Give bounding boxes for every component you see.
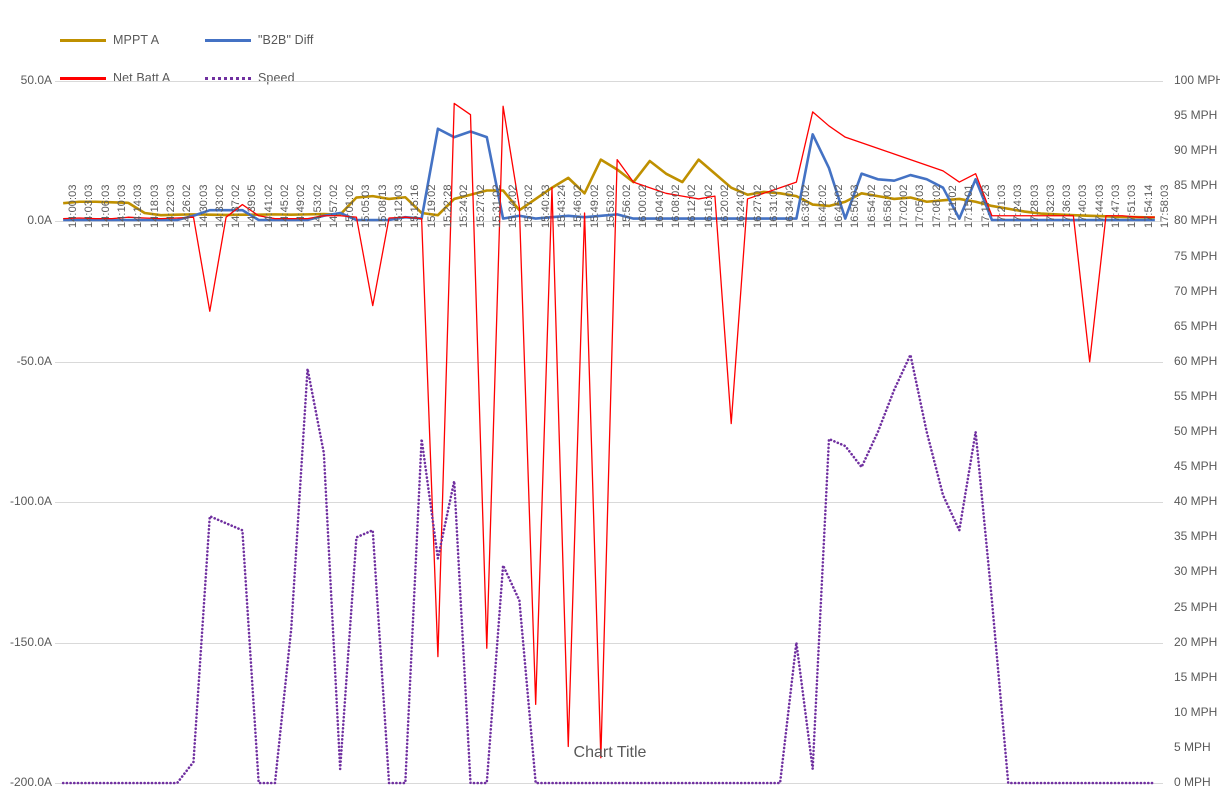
gridline — [55, 502, 1163, 503]
legend-swatch-icon — [205, 38, 251, 42]
y-left-tick-label: 0.0A — [27, 213, 52, 227]
y-right-tick-label: 85 MPH — [1174, 178, 1218, 192]
y-right-tick-label: 55 MPH — [1174, 389, 1218, 403]
y-right-tick-label: 15 MPH — [1174, 670, 1218, 684]
y-left-tick-label: 50.0A — [20, 73, 52, 87]
y-right-tick-label: 90 MPH — [1174, 143, 1218, 157]
y-right-tick-label: 60 MPH — [1174, 354, 1218, 368]
y-left-tick-label: -200.0A — [9, 775, 52, 789]
y-right-tick-label: 75 MPH — [1174, 249, 1218, 263]
y-right-tick-label: 40 MPH — [1174, 494, 1218, 508]
y-right-tick-label: 65 MPH — [1174, 319, 1218, 333]
gridline — [55, 643, 1163, 644]
series-line — [61, 353, 1157, 785]
y-left-tick-label: -150.0A — [9, 635, 52, 649]
gridline — [55, 221, 1163, 222]
y-left-tick-label: -100.0A — [9, 494, 52, 508]
legend-swatch-icon — [60, 76, 106, 80]
y-right-tick-label: 20 MPH — [1174, 635, 1218, 649]
y-right-tick-label: 10 MPH — [1174, 705, 1218, 719]
gridline — [55, 362, 1163, 363]
legend-swatch-icon — [205, 76, 251, 80]
y-right-tick-label: 95 MPH — [1174, 108, 1218, 122]
gridline — [55, 81, 1163, 82]
legend-item-2[interactable]: "B2B" Diff — [205, 32, 314, 48]
legend-item-1[interactable]: MPPT A — [60, 32, 159, 48]
series-line — [63, 158, 1155, 219]
y-left-tick-label: -50.0A — [16, 354, 52, 368]
y-right-tick-label: 25 MPH — [1174, 600, 1218, 614]
y-right-tick-label: 70 MPH — [1174, 284, 1218, 298]
chart-title: Chart Title — [573, 744, 647, 761]
y-right-tick-label: 50 MPH — [1174, 424, 1218, 438]
y-right-tick-label: 45 MPH — [1174, 459, 1218, 473]
series-line — [63, 127, 1155, 222]
legend-swatch-icon — [60, 38, 106, 42]
y-right-tick-label: 30 MPH — [1174, 564, 1218, 578]
y-right-tick-label: 5 MPH — [1174, 740, 1211, 754]
series-line — [63, 102, 1155, 759]
y-right-tick-label: 0 MPH — [1174, 775, 1211, 789]
legend-label: "B2B" Diff — [258, 33, 314, 47]
legend-label: MPPT A — [113, 33, 160, 47]
y-right-tick-label: 35 MPH — [1174, 529, 1218, 543]
y-right-tick-label: 80 MPH — [1174, 213, 1218, 227]
y-right-tick-label: 100 MPH — [1174, 73, 1220, 87]
